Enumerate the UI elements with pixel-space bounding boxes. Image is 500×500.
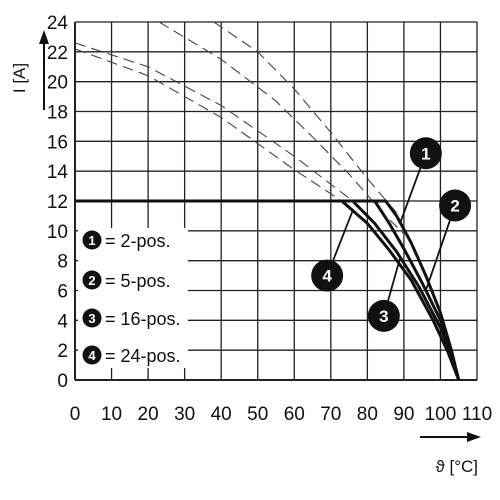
solid-curve-3 [75,199,461,381]
legend-marker-number: 4 [88,348,96,363]
x-tick-label: 110 [462,404,492,425]
legend-label-4: = 24-pos. [105,346,181,366]
dashed-series-group [74,21,405,235]
legend-marker-number: 2 [88,273,95,288]
callout-number: 3 [379,307,388,326]
y-tick-label: 22 [47,43,68,64]
y-tick-label: 18 [47,103,68,124]
y-tick-label: 14 [47,162,69,183]
x-axis-arrowhead [467,432,481,442]
legend-marker-1 [82,230,102,250]
x-tick-label: 80 [357,404,378,425]
y-tick-label: 6 [57,282,68,303]
y-tick-label: 8 [57,252,68,273]
y-tick-label: 16 [47,132,68,153]
y-tick-label: 4 [57,311,68,332]
callout-marker-4 [311,259,344,292]
callout-number: 1 [421,144,430,163]
x-tick-label: 60 [284,404,305,425]
y-axis-label: I [A] [10,63,29,93]
callouts: 1 2 3 4 [311,137,472,332]
x-tick-label: 90 [393,404,414,425]
x-tick-label: 10 [101,404,122,425]
legend-marker-number: 3 [88,311,95,326]
callout-marker-2 [439,189,472,222]
legend: 1 = 2-pos. 2 = 5-pos. 3 = 16-pos. 4 = 24-pos. [82,230,181,366]
legend-marker-4 [82,345,102,365]
callout-number: 4 [322,267,332,286]
callout-marker-1 [409,137,442,170]
dashed-curve-1 [213,21,398,214]
y-axis-arrowhead [39,30,49,44]
x-tick-labels: 0 10 20 30 40 50 60 70 80 90 100 110 [70,404,492,425]
x-tick-label: 20 [138,404,159,425]
legend-label-2: = 5-pos. [105,271,171,291]
legend-label-1: = 2-pos. [105,231,171,251]
legend-marker-3 [82,308,102,328]
x-tick-label: 70 [320,404,341,425]
y-tick-label: 12 [47,192,68,213]
y-tick-label: 24 [47,13,69,34]
solid-curve-4 [75,199,461,381]
callout-number: 2 [450,196,459,215]
callout-marker-3 [367,299,400,332]
y-tick-label: 0 [57,371,68,392]
x-tick-label: 50 [247,404,268,425]
x-axis-label: ϑ [°C] [435,457,478,476]
dashed-curve-3 [74,42,354,202]
legend-marker-2 [82,270,102,290]
y-tick-label: 20 [47,73,68,94]
legend-marker-number: 1 [88,233,95,248]
y-tick-label: 10 [47,222,68,243]
x-tick-label: 40 [211,404,232,425]
x-tick-label: 30 [174,404,195,425]
x-tick-label: 100 [425,404,457,425]
dashed-curve-2 [158,21,405,235]
legend-label-3: = 16-pos. [105,309,181,329]
y-tick-label: 2 [57,341,68,362]
dashed-curve-4 [74,48,343,202]
grid [74,21,478,381]
x-tick-label: 0 [70,404,81,425]
legend-background [78,228,188,368]
solid-series-group [75,199,461,381]
